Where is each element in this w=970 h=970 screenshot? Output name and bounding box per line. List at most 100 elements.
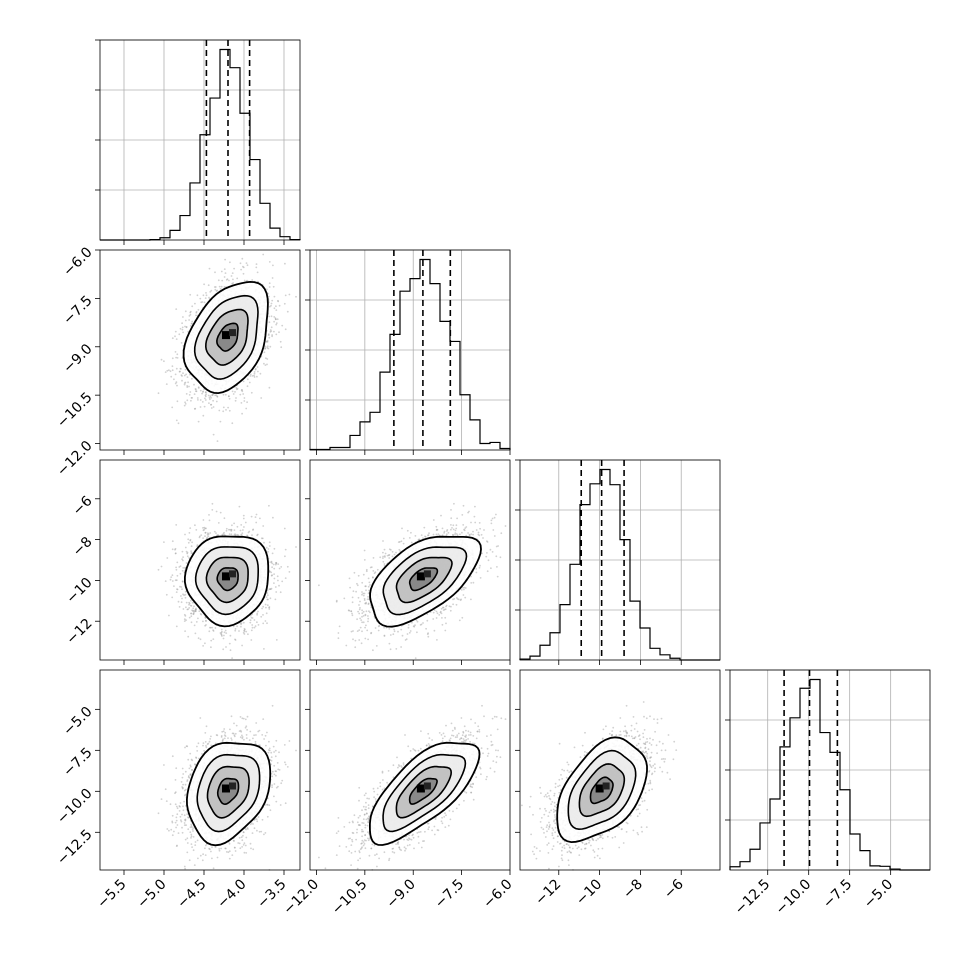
scatter-point [273, 295, 276, 298]
scatter-point [176, 588, 179, 591]
scatter-point [184, 596, 187, 599]
scatter-point [222, 406, 225, 409]
scatter-point [174, 351, 177, 353]
scatter-point [232, 282, 235, 284]
scatter-point [235, 397, 237, 399]
scatter-point [186, 608, 189, 611]
scatter-point [210, 646, 212, 649]
scatter-point [190, 612, 193, 615]
scatter-point [249, 375, 252, 377]
scatter-point [181, 379, 183, 382]
scatter-point [208, 519, 211, 522]
scatter-point [273, 567, 276, 570]
scatter-point [188, 385, 190, 388]
scatter-point [223, 517, 226, 520]
scatter-point [223, 276, 226, 278]
scatter-point [202, 620, 204, 623]
scatter-point [232, 278, 234, 281]
scatter-point [184, 401, 187, 404]
scatter-point [256, 366, 259, 368]
scatter-point [213, 286, 216, 288]
scatter-point [256, 271, 259, 274]
scatter-point [177, 600, 180, 603]
scatter-point [187, 538, 190, 541]
scatter-point [178, 370, 181, 373]
scatter-point [203, 301, 206, 304]
scatter-point [268, 315, 270, 318]
scatter-point [233, 522, 236, 525]
scatter-point [250, 391, 253, 394]
scatter-point [212, 638, 215, 640]
scatter-point [178, 606, 181, 608]
scatter-point [185, 373, 188, 376]
scatter-point [268, 386, 271, 389]
scatter-point [171, 365, 174, 368]
scatter-point [199, 406, 202, 408]
scatter-point [249, 619, 252, 622]
scatter-point [272, 563, 275, 566]
scatter-point [175, 338, 178, 340]
scatter-point [261, 607, 263, 610]
scatter-point [265, 357, 267, 360]
scatter-point [215, 290, 218, 292]
scatter-point [171, 596, 174, 599]
scatter-point [208, 402, 210, 404]
scatter-point [244, 628, 246, 631]
scatter-point [188, 319, 191, 321]
scatter-point [212, 406, 215, 408]
scatter-point [207, 532, 209, 535]
scatter-point [196, 294, 199, 297]
scatter-point [279, 340, 282, 343]
scatter-point [274, 318, 277, 321]
scatter-point [168, 369, 170, 372]
scatter-point [179, 367, 182, 370]
scatter-point [177, 422, 180, 425]
scatter-point [223, 631, 226, 634]
scatter-point [182, 567, 185, 569]
scatter-point [160, 358, 163, 361]
scatter-point [208, 296, 210, 299]
scatter-point [165, 383, 168, 385]
scatter-point [199, 638, 202, 641]
scatter-point [271, 277, 274, 279]
scatter-point [218, 409, 221, 412]
scatter-point [189, 293, 192, 296]
scatter-point [253, 374, 255, 377]
scatter-point [170, 375, 173, 378]
scatter-point [273, 320, 275, 323]
scatter-point [204, 535, 206, 538]
scatter-point [271, 334, 273, 336]
scatter-point [240, 533, 243, 536]
scatter-point [186, 555, 189, 558]
scatter-point [264, 603, 267, 606]
scatter-point [157, 568, 160, 571]
scatter-point [269, 345, 272, 348]
scatter-point [216, 395, 219, 398]
scatter-point [195, 311, 198, 314]
scatter-point [228, 533, 231, 535]
scatter-point [207, 284, 210, 287]
scatter-point [245, 262, 248, 264]
scatter-point [266, 598, 269, 601]
scatter-point [249, 621, 252, 624]
scatter-point [225, 646, 227, 648]
scatter-point [221, 279, 224, 282]
scatter-point [284, 548, 287, 551]
scatter-point [175, 419, 178, 422]
scatter-point [211, 394, 214, 396]
scatter-point [231, 390, 234, 393]
scatter-point [236, 533, 239, 536]
scatter-point [263, 648, 265, 650]
scatter-point [179, 572, 182, 575]
scatter-point [197, 308, 200, 311]
scatter-point [204, 642, 206, 645]
scatter-point [206, 533, 209, 536]
scatter-point [263, 351, 266, 354]
scatter-point [191, 322, 193, 325]
scatter-point [199, 297, 202, 300]
scatter-point [185, 619, 188, 621]
scatter-point [281, 580, 284, 583]
scatter-point [234, 628, 237, 630]
scatter-point [181, 597, 183, 600]
